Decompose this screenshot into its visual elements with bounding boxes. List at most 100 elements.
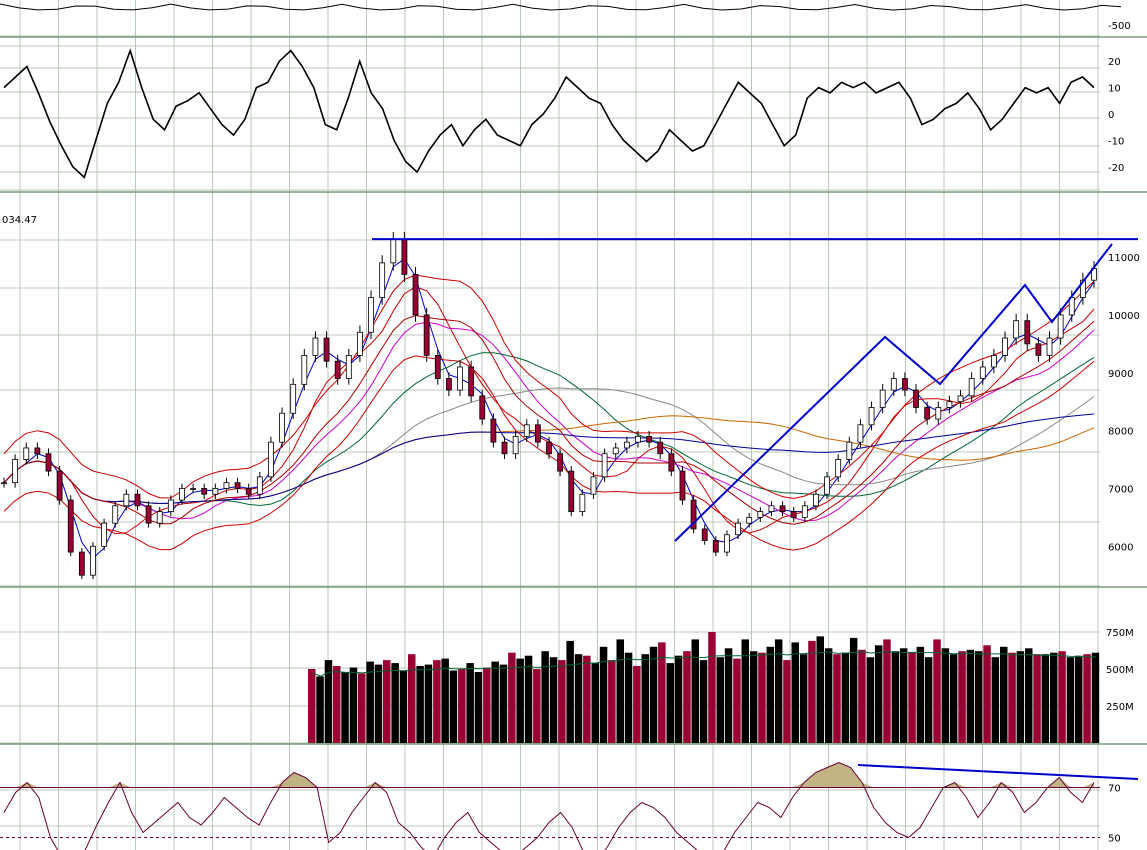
volume-bar bbox=[549, 657, 558, 743]
price-candle bbox=[623, 441, 630, 449]
price-candle bbox=[334, 360, 341, 379]
volume-bar bbox=[791, 642, 799, 743]
price-candle bbox=[1013, 320, 1020, 339]
top-oscillator-tick: -500 bbox=[1108, 21, 1131, 32]
price-tick-label: 7000 bbox=[1108, 484, 1133, 495]
price-candle bbox=[590, 476, 597, 495]
volume-bar bbox=[1008, 652, 1016, 743]
price-candle bbox=[746, 516, 753, 524]
price-candle bbox=[935, 407, 942, 420]
volume-bar bbox=[499, 664, 508, 743]
price-candle bbox=[523, 424, 530, 437]
volume-bar bbox=[449, 670, 458, 743]
price-candle bbox=[167, 499, 174, 512]
top-oscillator-line bbox=[0, 3, 1122, 11]
volume-bar bbox=[508, 652, 516, 743]
price-candle bbox=[256, 476, 263, 495]
volume-bar bbox=[599, 646, 608, 743]
price-candle bbox=[1046, 337, 1053, 356]
price-candle bbox=[679, 470, 686, 501]
price-candle bbox=[824, 476, 830, 495]
price-candle bbox=[813, 493, 819, 507]
volume-bar bbox=[624, 652, 633, 743]
volume-bar bbox=[341, 672, 349, 743]
volume-bar bbox=[949, 654, 958, 743]
volume-bar bbox=[308, 669, 316, 743]
volume-bar bbox=[658, 642, 666, 743]
price-candle bbox=[56, 470, 63, 501]
price-candle bbox=[1024, 320, 1031, 345]
volume-bar bbox=[458, 669, 466, 743]
price-candle bbox=[657, 441, 664, 455]
price-candle bbox=[145, 505, 152, 524]
trendline bbox=[674, 243, 1113, 542]
volume-bar bbox=[908, 652, 916, 743]
volume-bar bbox=[641, 654, 649, 743]
volume-bar bbox=[558, 660, 566, 743]
price-candle bbox=[279, 412, 285, 443]
price-candle bbox=[45, 453, 52, 472]
momentum-tick-label: -20 bbox=[1108, 163, 1124, 174]
moving-average-line bbox=[3, 321, 1095, 522]
price-candle bbox=[801, 505, 808, 518]
price-candle bbox=[546, 441, 552, 455]
price-candle bbox=[790, 511, 797, 518]
volume-bar bbox=[1041, 654, 1050, 743]
price-candle bbox=[468, 366, 475, 397]
volume-bar bbox=[758, 652, 766, 743]
volume-bar bbox=[841, 652, 850, 743]
momentum-tick-label: 10 bbox=[1108, 84, 1121, 95]
price-candle bbox=[890, 378, 897, 391]
volume-bar bbox=[974, 651, 983, 743]
price-candle bbox=[457, 366, 463, 391]
bollinger-band-line bbox=[3, 274, 1095, 500]
price-candle bbox=[323, 337, 330, 362]
price-tick-label: 8000 bbox=[1108, 427, 1133, 438]
volume-bar bbox=[891, 651, 900, 743]
volume-bar bbox=[783, 660, 791, 743]
price-candle bbox=[301, 354, 308, 385]
price-candle bbox=[635, 435, 641, 443]
volume-bar bbox=[1000, 646, 1008, 743]
volume-bar bbox=[916, 646, 925, 743]
price-candle bbox=[568, 470, 575, 512]
price-candle bbox=[345, 354, 352, 379]
volume-bar bbox=[708, 632, 716, 743]
volume-bar bbox=[441, 658, 449, 743]
volume-bar bbox=[1033, 654, 1041, 743]
price-tick-label: 9000 bbox=[1108, 369, 1133, 380]
price-candle bbox=[479, 395, 486, 420]
price-candle bbox=[412, 274, 419, 316]
volume-bar bbox=[358, 673, 366, 743]
price-tick-label: 11000 bbox=[1108, 253, 1140, 264]
price-candle bbox=[490, 418, 497, 443]
volume-bar bbox=[491, 661, 499, 743]
price-candle bbox=[913, 389, 919, 408]
volume-bar bbox=[466, 663, 474, 743]
volume-bar bbox=[741, 639, 749, 743]
volume-bar bbox=[866, 657, 875, 743]
price-candle bbox=[101, 522, 108, 547]
price-candle bbox=[268, 441, 274, 478]
momentum-line bbox=[3, 48, 1095, 179]
price-candle bbox=[946, 401, 953, 408]
volume-bar bbox=[541, 651, 549, 743]
price-candle bbox=[846, 441, 853, 460]
volume-bar bbox=[749, 651, 758, 743]
price-candle bbox=[290, 383, 297, 414]
volume-bar bbox=[1083, 654, 1091, 743]
volume-bar bbox=[808, 640, 816, 743]
volume-bar bbox=[674, 655, 683, 743]
price-candle bbox=[868, 407, 875, 426]
volume-bar bbox=[316, 676, 324, 743]
rsi-line bbox=[3, 761, 1095, 850]
price-candle bbox=[735, 522, 741, 536]
volume-bar bbox=[324, 660, 333, 743]
volume-tick-label: 500M bbox=[1106, 665, 1134, 676]
volume-bar bbox=[583, 655, 591, 743]
volume-bar bbox=[724, 648, 733, 743]
price-candle bbox=[134, 493, 141, 507]
price-candle bbox=[379, 262, 386, 298]
rsi-tick-label: 70 bbox=[1108, 784, 1121, 795]
price-candle bbox=[234, 482, 241, 489]
